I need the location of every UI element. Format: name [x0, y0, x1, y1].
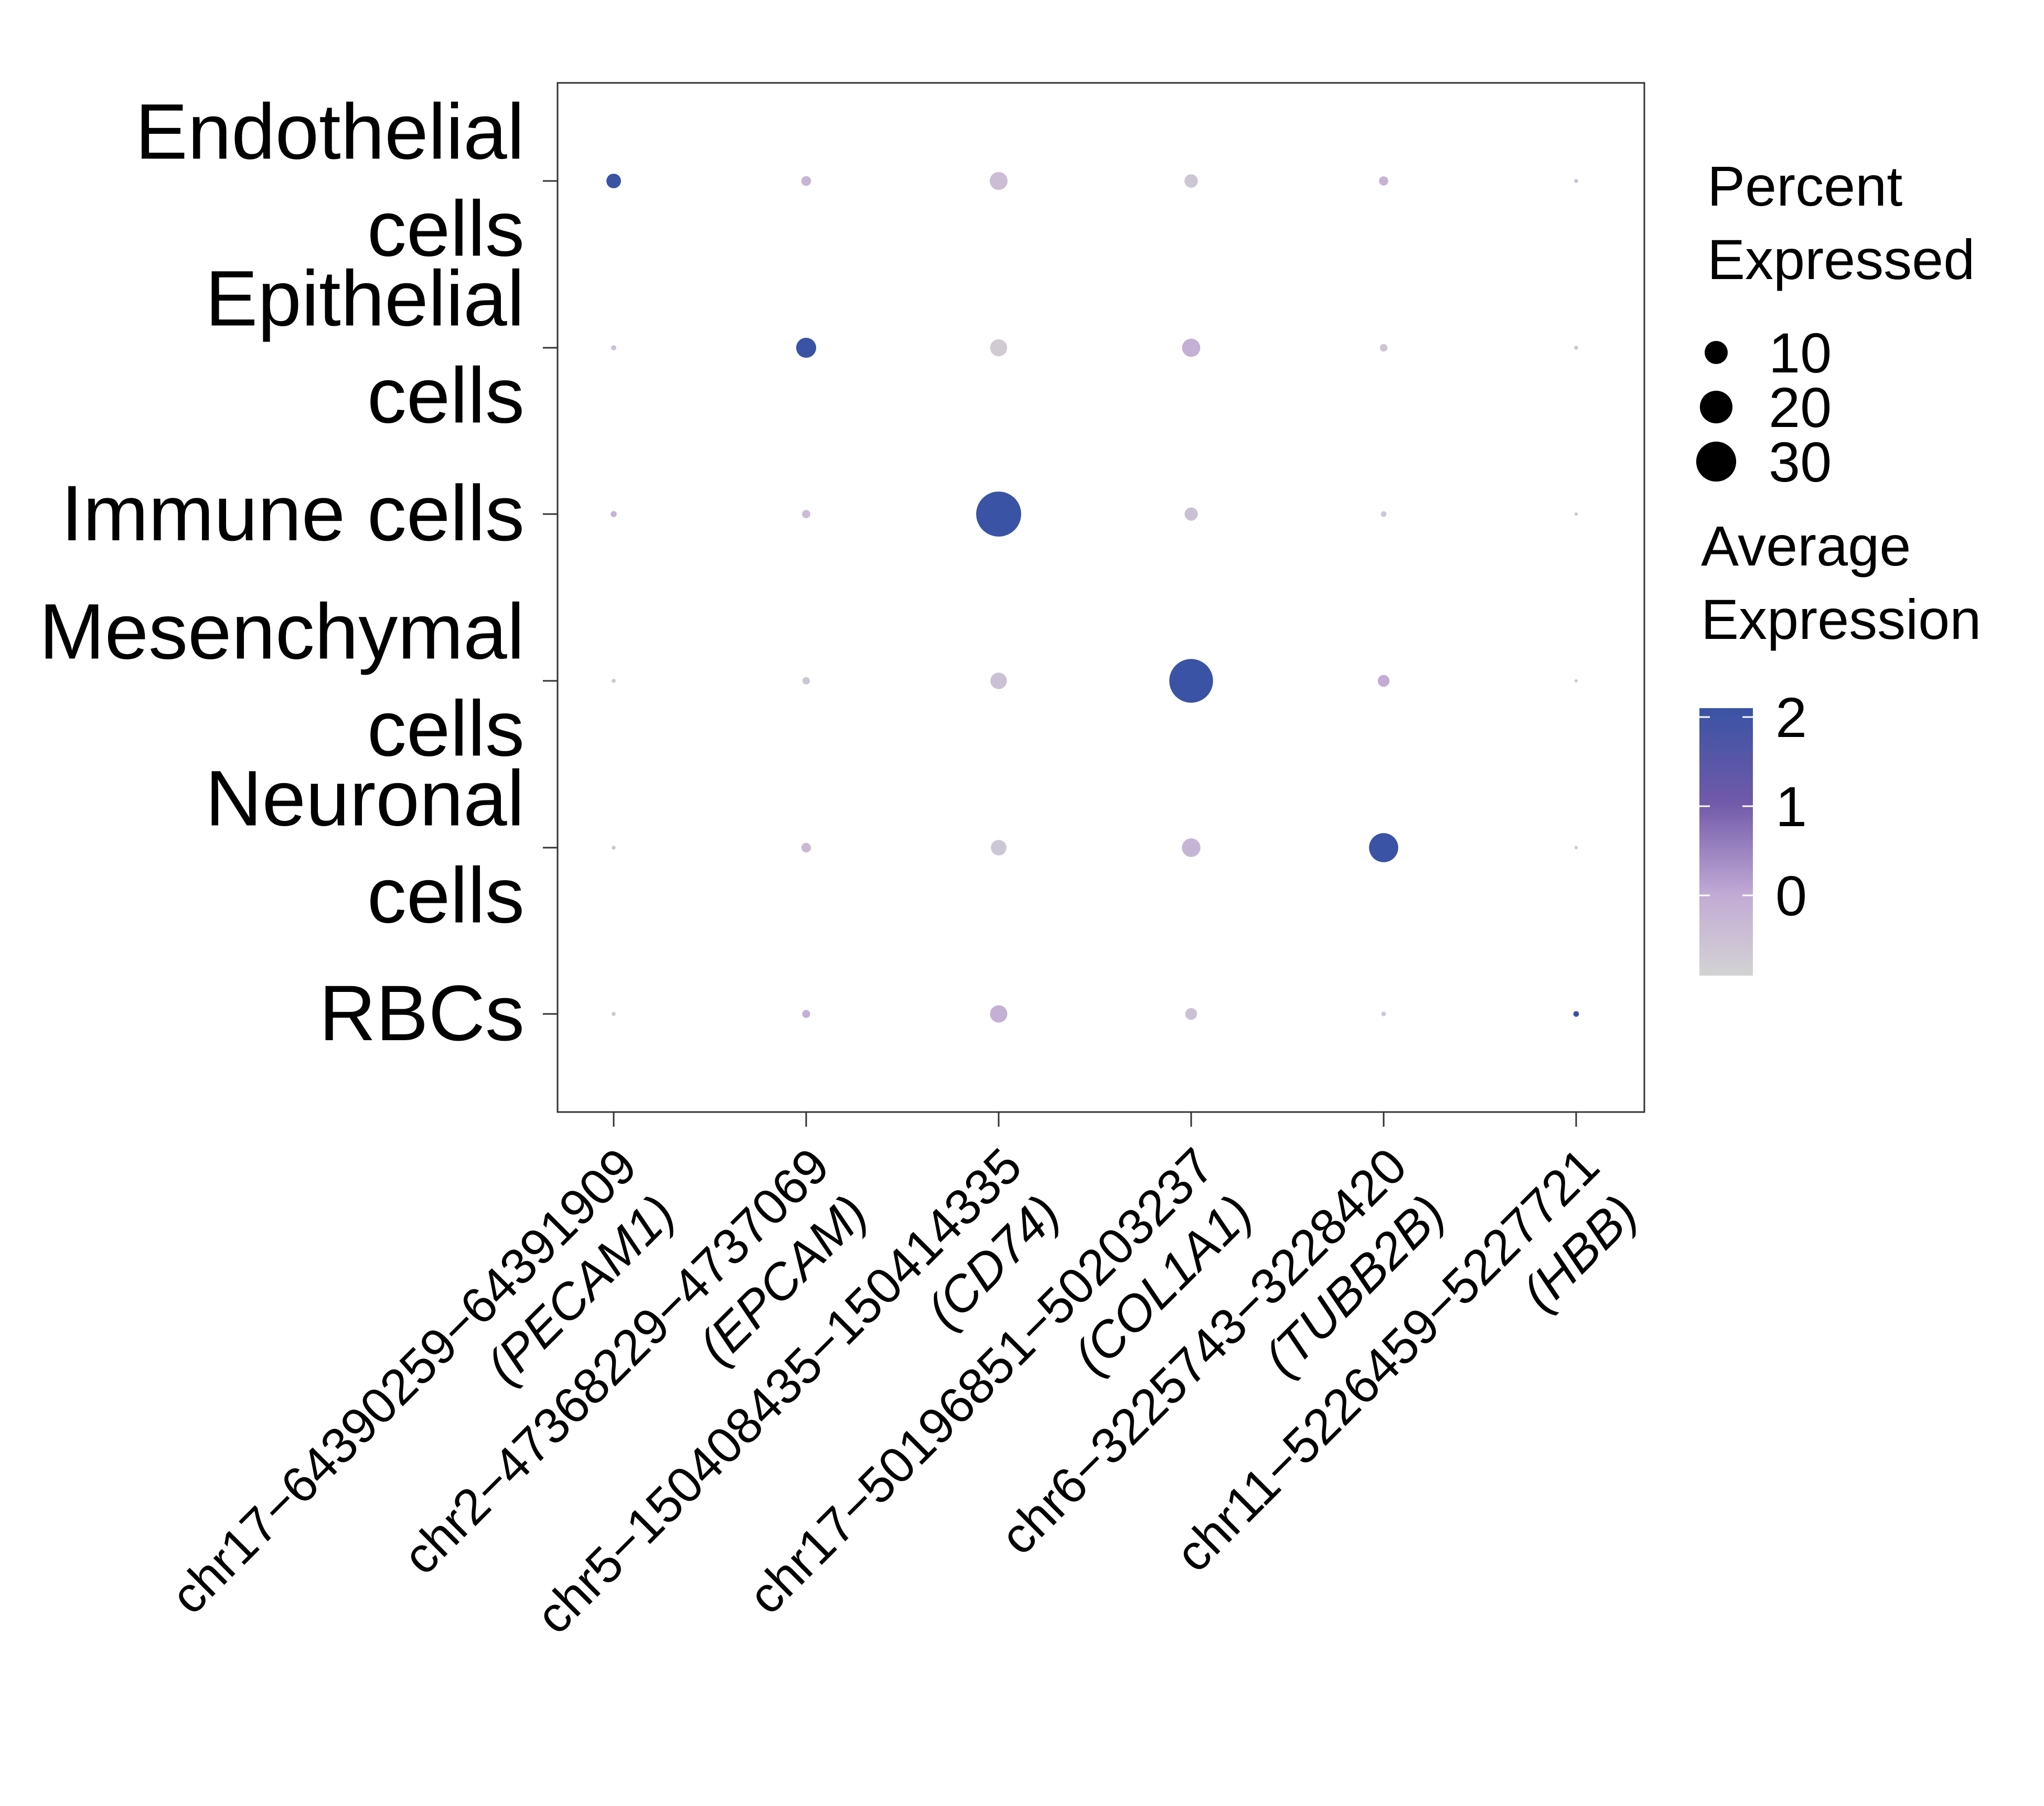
- dot-point: [1380, 511, 1387, 517]
- dot-point: [802, 510, 810, 518]
- dot-point: [1185, 1008, 1197, 1020]
- color-legend-label: 2: [1775, 686, 1807, 749]
- dot-point: [1379, 344, 1388, 352]
- size-legend-title: Percent: [1707, 154, 1902, 218]
- dot-point: [1169, 659, 1213, 703]
- dot-point: [612, 679, 616, 683]
- x-tick-label: chr6−3225743−3228420: [990, 1138, 1418, 1566]
- x-axis: chr17−64390259−64391909(PECAM1)chr2−4736…: [160, 1112, 1648, 1645]
- y-tick-label: cells: [367, 185, 525, 273]
- dot-point: [1377, 675, 1390, 687]
- dot-point: [796, 337, 817, 358]
- dot-point: [802, 677, 810, 685]
- dot-point: [611, 511, 617, 517]
- dot-point: [1574, 346, 1578, 350]
- dot-point: [990, 172, 1008, 190]
- dot-point: [991, 840, 1007, 856]
- size-legend-label: 30: [1769, 430, 1832, 494]
- dot-point: [1573, 1011, 1579, 1017]
- dot-point: [990, 672, 1007, 689]
- y-tick-label: RBCs: [319, 969, 525, 1057]
- y-tick-label: Mesenchymal: [39, 587, 525, 676]
- color-legend-title: Expression: [1701, 587, 1981, 651]
- plot-panel-border: [557, 82, 1645, 1113]
- dot-point: [976, 491, 1021, 537]
- dot-point: [990, 1005, 1008, 1023]
- dot-point: [990, 339, 1008, 357]
- dot-point: [1574, 846, 1578, 850]
- color-legend-title: Average: [1701, 514, 1911, 578]
- dot-point: [612, 1012, 616, 1016]
- size-legend-dot: [1696, 441, 1737, 482]
- y-tick-label: cells: [367, 851, 525, 939]
- y-tick-label: Neuronal: [205, 754, 525, 842]
- x-tick-label-group: chr5−150408435−150414335(CD74): [526, 1138, 1071, 1645]
- color-legend-label: 1: [1775, 775, 1807, 838]
- dot-point: [1379, 176, 1388, 186]
- dot-point: [1182, 338, 1201, 357]
- dot-series: [606, 172, 1579, 1023]
- dot-point: [611, 345, 616, 350]
- y-tick-label: cells: [367, 685, 525, 773]
- dot-point: [606, 174, 621, 188]
- size-legend-dot: [1699, 390, 1733, 424]
- dot-point: [1574, 179, 1578, 183]
- dot-point: [1574, 512, 1578, 516]
- size-legend-dot: [1705, 341, 1728, 364]
- dot-point: [1184, 507, 1198, 521]
- dot-point: [1574, 679, 1578, 683]
- dot-point: [612, 846, 616, 850]
- dot-point: [1381, 1011, 1386, 1017]
- y-tick-label: Endothelial: [135, 88, 525, 176]
- size-legend-label: 20: [1769, 376, 1832, 439]
- size-legend-title: Expressed: [1707, 228, 1975, 291]
- y-tick-label: Epithelial: [205, 254, 525, 343]
- dot-point: [1369, 833, 1398, 862]
- y-tick-label: Immune cells: [61, 469, 525, 557]
- dot-point: [801, 176, 811, 186]
- size-legend-label: 10: [1769, 321, 1832, 384]
- dot-point: [1184, 174, 1198, 188]
- dot-point: [1182, 838, 1201, 857]
- dot-point: [802, 1010, 810, 1018]
- color-legend-label: 0: [1775, 864, 1807, 927]
- y-tick-label: cells: [367, 351, 525, 440]
- color-bar: [1699, 708, 1753, 976]
- dot-point: [801, 842, 811, 853]
